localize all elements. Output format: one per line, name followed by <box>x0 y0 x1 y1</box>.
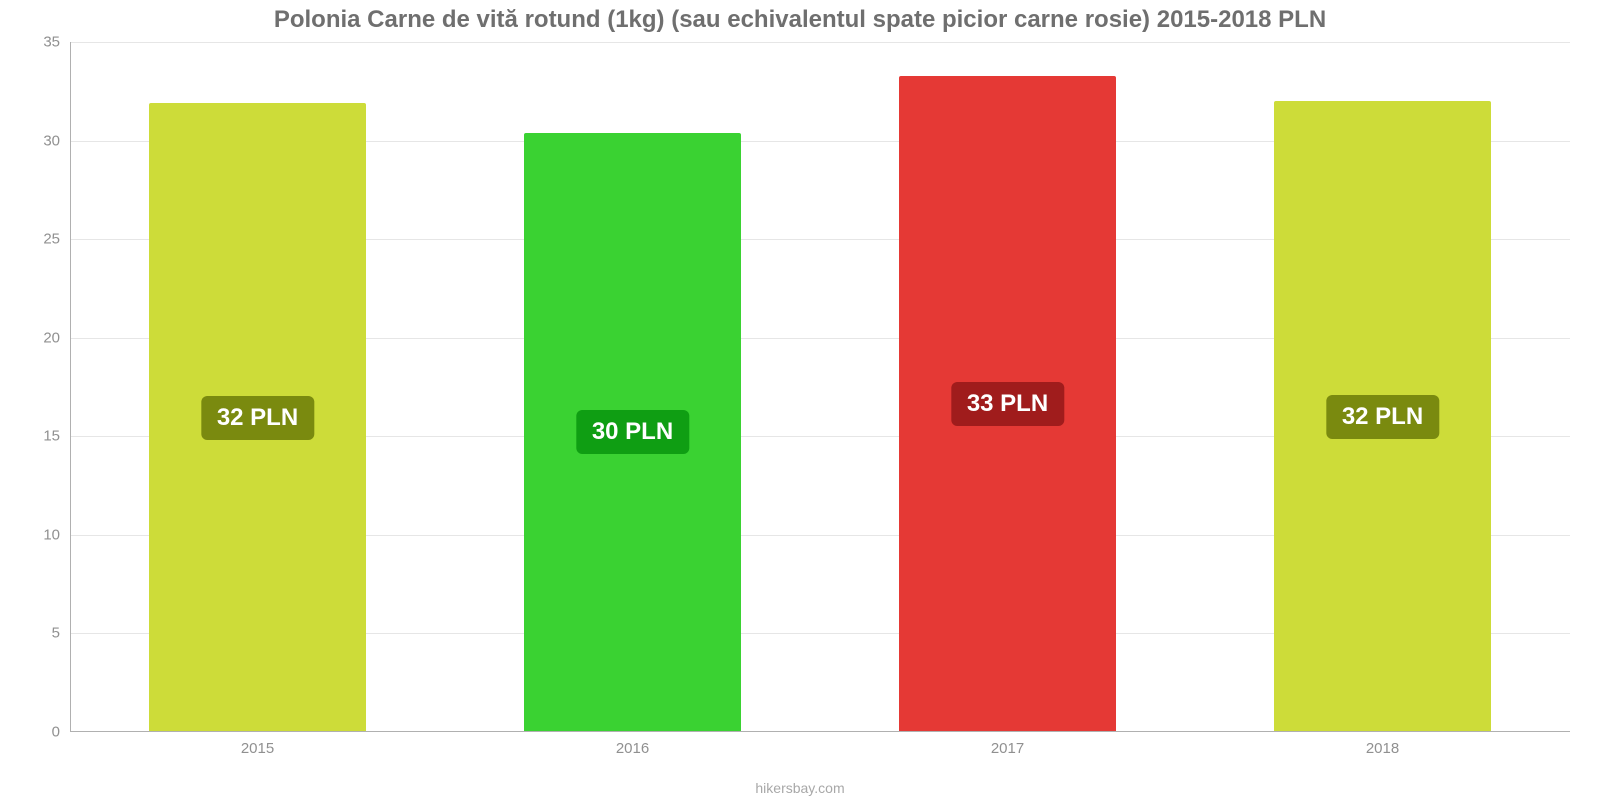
chart-footer: hikersbay.com <box>0 780 1600 796</box>
chart-title: Polonia Carne de vită rotund (1kg) (sau … <box>0 6 1600 34</box>
y-tick-label: 0 <box>10 724 60 741</box>
plot-area: 32 PLN 30 PLN 33 PLN 32 PLN <box>70 42 1570 732</box>
bar-chart: Polonia Carne de vită rotund (1kg) (sau … <box>0 0 1600 800</box>
y-tick-label: 30 <box>10 132 60 149</box>
y-tick-label: 5 <box>10 625 60 642</box>
bar-value-label: 30 PLN <box>576 410 689 454</box>
bar-value-label: 32 PLN <box>201 396 314 440</box>
bar: 32 PLN <box>1274 101 1492 732</box>
bars-layer: 32 PLN 30 PLN 33 PLN 32 PLN <box>70 42 1570 732</box>
y-tick-label: 15 <box>10 428 60 445</box>
y-tick-label: 10 <box>10 526 60 543</box>
x-tick-label: 2018 <box>1366 740 1399 757</box>
y-tick-label: 35 <box>10 34 60 51</box>
bar: 32 PLN <box>149 103 367 732</box>
bar-value-label: 33 PLN <box>951 382 1064 426</box>
x-tick-label: 2015 <box>241 740 274 757</box>
x-tick-label: 2016 <box>616 740 649 757</box>
y-tick-label: 25 <box>10 231 60 248</box>
y-tick-label: 20 <box>10 329 60 346</box>
bar-value-label: 32 PLN <box>1326 395 1439 439</box>
x-axis-line <box>70 731 1570 732</box>
x-tick-label: 2017 <box>991 740 1024 757</box>
bar: 33 PLN <box>899 76 1117 732</box>
bar: 30 PLN <box>524 133 742 732</box>
